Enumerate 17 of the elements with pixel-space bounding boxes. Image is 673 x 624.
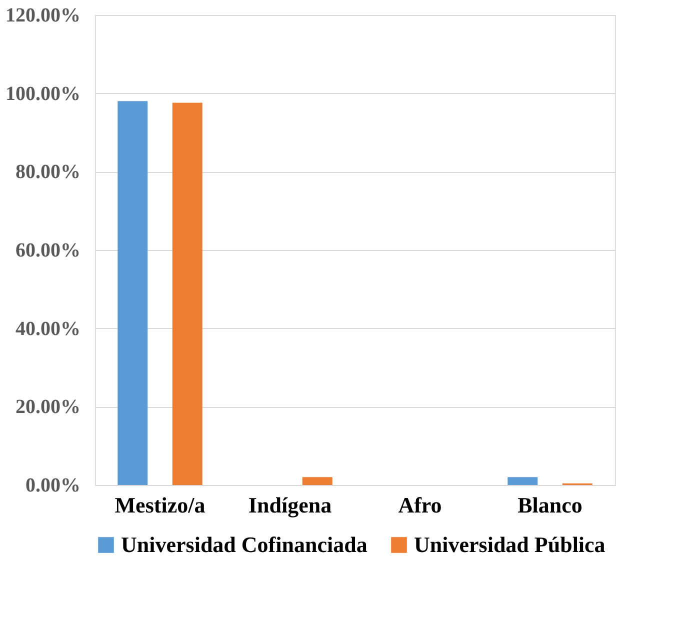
bar: [302, 477, 332, 485]
y-tick-label: 0.00%: [26, 474, 80, 496]
bar: [508, 477, 538, 485]
bar: [118, 101, 148, 485]
y-tick-label: 100.00%: [6, 82, 80, 105]
y-tick-label: 20.00%: [16, 396, 80, 418]
x-tick-label: Indígena: [248, 492, 332, 518]
y-tick-label: 80.00%: [16, 161, 80, 184]
legend-label: Universidad Cofinanciada: [121, 532, 368, 557]
legend-label: Universidad Pública: [414, 532, 606, 557]
y-tick-label: 60.00%: [16, 240, 80, 262]
y-tick-label: 40.00%: [16, 318, 80, 340]
x-tick-label: Mestizo/a: [114, 492, 206, 518]
x-tick-label: Blanco: [518, 492, 582, 518]
bar: [172, 102, 202, 485]
y-tick-label: 120.00%: [6, 4, 80, 26]
x-tick-label: Afro: [398, 492, 442, 518]
